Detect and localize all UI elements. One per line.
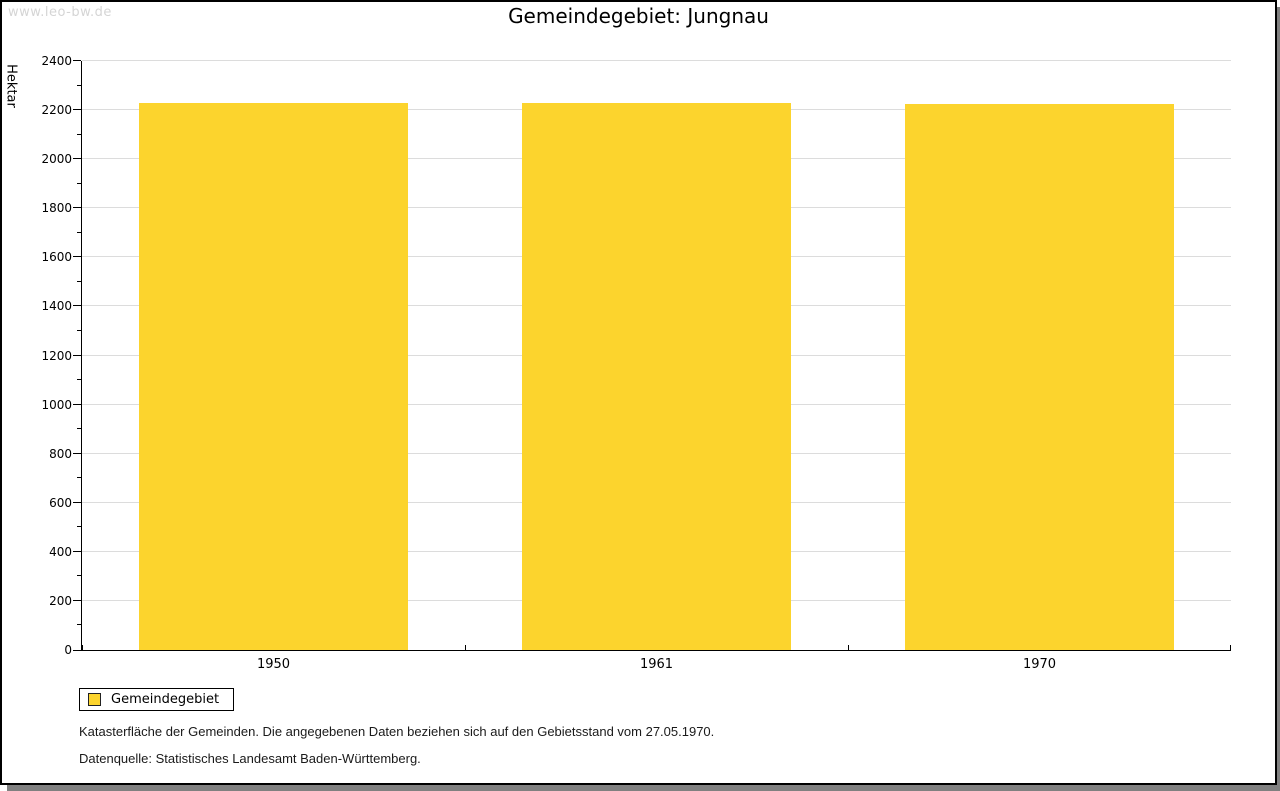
y-axis-minor-tick	[77, 575, 81, 577]
bar	[139, 102, 408, 650]
chart-title: Gemeindegebiet: Jungnau	[508, 4, 769, 28]
watermark: www.leo-bw.de	[8, 5, 112, 20]
bar	[905, 103, 1174, 650]
y-axis-major-tick	[73, 599, 81, 601]
x-tick-label: 1970	[1022, 657, 1057, 672]
y-axis-minor-tick	[77, 477, 81, 479]
x-axis-boundary-tick	[848, 645, 849, 650]
y-tick-label: 800	[49, 446, 72, 461]
y-tick-label: 200	[49, 593, 72, 608]
y-axis-major-tick	[73, 650, 81, 651]
y-axis-minor-tick	[77, 84, 81, 86]
y-axis-minor-tick	[77, 182, 81, 184]
y-axis-minor-tick	[77, 379, 81, 381]
y-tick-label: 1000	[41, 397, 72, 412]
legend-label: Gemeindegebiet	[111, 692, 220, 707]
y-tick-label: 400	[49, 544, 72, 559]
x-axis-boundary-tick	[82, 645, 83, 650]
y-axis-major-tick	[73, 256, 81, 258]
y-axis-major-tick	[73, 158, 81, 160]
y-gridline	[82, 60, 1231, 61]
y-tick-label: 2000	[41, 152, 72, 167]
y-axis-label: Hektar	[3, 64, 19, 108]
x-tick-label: 1961	[639, 657, 674, 672]
y-axis-major-tick	[73, 452, 81, 454]
legend: Gemeindegebiet	[79, 688, 235, 711]
y-axis-minor-tick	[77, 428, 81, 430]
footnote-gebietsstand: Katasterfläche der Gemeinden. Die angege…	[79, 724, 715, 739]
y-axis-minor-tick	[77, 329, 81, 331]
y-axis-minor-tick	[77, 280, 81, 282]
y-tick-label: 0	[64, 643, 72, 657]
y-axis-major-tick	[73, 354, 81, 356]
y-tick-label: 1200	[41, 348, 72, 363]
y-axis-major-tick	[73, 305, 81, 307]
y-axis-major-tick	[73, 403, 81, 405]
y-axis-major-tick	[73, 207, 81, 209]
bar	[522, 102, 791, 650]
y-axis-minor-tick	[77, 526, 81, 528]
y-axis-minor-tick	[77, 231, 81, 233]
y-axis-minor-tick	[77, 624, 81, 626]
y-tick-label: 600	[49, 495, 72, 510]
footnote-datenquelle: Datenquelle: Statistisches Landesamt Bad…	[79, 751, 421, 766]
y-axis-major-tick	[73, 501, 81, 503]
x-axis-boundary-tick	[465, 645, 466, 650]
y-tick-label: 2400	[41, 54, 72, 68]
plot-area: 0 200 400 600 800 1000 1200 1400 1600 1800 2000 220…	[41, 55, 1231, 672]
x-axis-boundary-tick	[1230, 645, 1231, 650]
y-tick-label: 1600	[41, 250, 72, 265]
y-axis-minor-tick	[77, 133, 81, 135]
legend-swatch-icon	[88, 693, 101, 706]
y-tick-label: 2200	[41, 103, 72, 118]
x-tick-label: 1950	[256, 657, 291, 672]
y-axis-major-tick	[73, 60, 81, 61]
y-axis-major-tick	[73, 550, 81, 552]
y-tick-label: 1800	[41, 201, 72, 216]
y-tick-label: 1400	[41, 299, 72, 314]
y-axis-major-tick	[73, 109, 81, 111]
